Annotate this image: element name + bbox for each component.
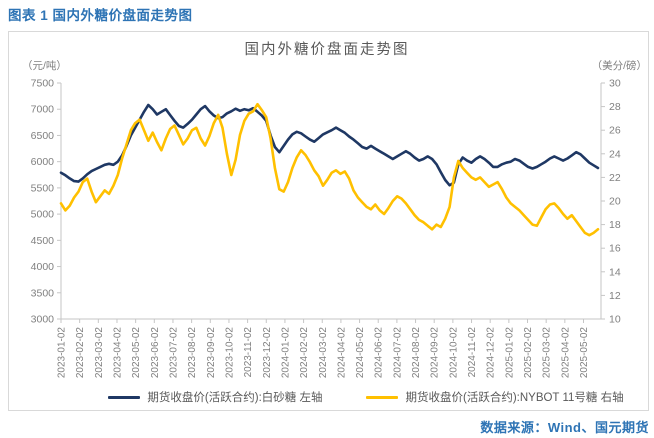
svg-text:10: 10 [609, 314, 621, 326]
legend-label-nybot-sugar: 期货收盘价(活跃合约):NYBOT 11号糖 右轴 [405, 392, 624, 404]
svg-text:2023-12-02: 2023-12-02 [262, 327, 273, 379]
navy-line-swatch [108, 395, 141, 399]
svg-text:2023-01-02: 2023-01-02 [57, 327, 68, 379]
svg-text:4500: 4500 [31, 235, 55, 247]
svg-text:22: 22 [609, 172, 621, 184]
svg-text:24: 24 [609, 148, 621, 160]
svg-text:18: 18 [609, 219, 621, 231]
svg-text:2024-12-02: 2024-12-02 [486, 327, 497, 379]
legend-item-nybot-sugar: 期货收盘价(活跃合约):NYBOT 11号糖 右轴 [366, 389, 624, 405]
svg-text:5000: 5000 [31, 209, 55, 221]
svg-text:2025-05-02: 2025-05-02 [579, 327, 590, 379]
svg-text:2024-05-02: 2024-05-02 [355, 327, 366, 379]
chart-card [8, 31, 649, 411]
svg-text:2023-03-02: 2023-03-02 [94, 327, 105, 379]
svg-text:2023-10-02: 2023-10-02 [224, 327, 235, 379]
svg-text:2023-08-02: 2023-08-02 [187, 327, 198, 379]
svg-text:26: 26 [609, 125, 621, 137]
page-title: 图表 1 国内外糖价盘面走势图 [8, 8, 193, 23]
svg-text:5500: 5500 [31, 182, 55, 194]
svg-text:12: 12 [609, 290, 621, 302]
svg-text:3500: 3500 [31, 287, 55, 299]
svg-text:16: 16 [609, 243, 621, 255]
svg-text:2024-02-02: 2024-02-02 [299, 327, 310, 379]
svg-text:2025-02-02: 2025-02-02 [523, 327, 534, 379]
right-axis-unit: （美分/磅） [591, 60, 647, 72]
left-axis-unit: （元/吨） [22, 60, 67, 72]
svg-text:2025-01-02: 2025-01-02 [504, 327, 515, 379]
svg-text:2024-10-02: 2024-10-02 [448, 327, 459, 379]
svg-text:2023-05-02: 2023-05-02 [131, 327, 142, 379]
svg-text:2023-06-02: 2023-06-02 [150, 327, 161, 379]
svg-text:4000: 4000 [31, 261, 55, 273]
svg-text:2023-02-02: 2023-02-02 [75, 327, 86, 379]
svg-text:7500: 7500 [31, 78, 55, 90]
svg-text:2025-03-02: 2025-03-02 [542, 327, 553, 379]
svg-text:2024-04-02: 2024-04-02 [336, 327, 347, 379]
legend-item-white-sugar: 期货收盘价(活跃合约):白砂糖 左轴 [108, 389, 322, 405]
svg-text:28: 28 [609, 101, 621, 113]
svg-text:20: 20 [609, 196, 621, 208]
svg-text:2024-01-02: 2024-01-02 [280, 327, 291, 379]
legend: 期货收盘价(活跃合约):白砂糖 左轴 期货收盘价(活跃合约):NYBOT 11号… [0, 389, 654, 405]
svg-text:30: 30 [609, 78, 621, 90]
legend-label-white-sugar: 期货收盘价(活跃合约):白砂糖 左轴 [147, 392, 323, 404]
data-source: 数据来源：Wind、国元期货 [480, 420, 649, 435]
gold-line-swatch [366, 395, 399, 399]
svg-text:2023-04-02: 2023-04-02 [112, 327, 123, 379]
svg-text:7000: 7000 [31, 104, 55, 116]
svg-text:2024-03-02: 2024-03-02 [318, 327, 329, 379]
svg-text:2024-06-02: 2024-06-02 [374, 327, 385, 379]
svg-text:2024-09-02: 2024-09-02 [430, 327, 441, 379]
svg-text:6000: 6000 [31, 156, 55, 168]
svg-text:6500: 6500 [31, 130, 55, 142]
svg-text:2024-07-02: 2024-07-02 [392, 327, 403, 379]
svg-text:2024-08-02: 2024-08-02 [411, 327, 422, 379]
svg-text:2023-11-02: 2023-11-02 [243, 327, 254, 378]
svg-text:2024-11-02: 2024-11-02 [467, 327, 478, 378]
svg-text:2023-09-02: 2023-09-02 [206, 327, 217, 379]
svg-text:14: 14 [609, 266, 621, 278]
svg-text:3000: 3000 [31, 314, 55, 326]
chart-title: 国内外糖价盘面走势图 [244, 42, 410, 58]
svg-text:2023-07-02: 2023-07-02 [168, 327, 179, 379]
svg-text:2025-04-02: 2025-04-02 [560, 327, 571, 379]
